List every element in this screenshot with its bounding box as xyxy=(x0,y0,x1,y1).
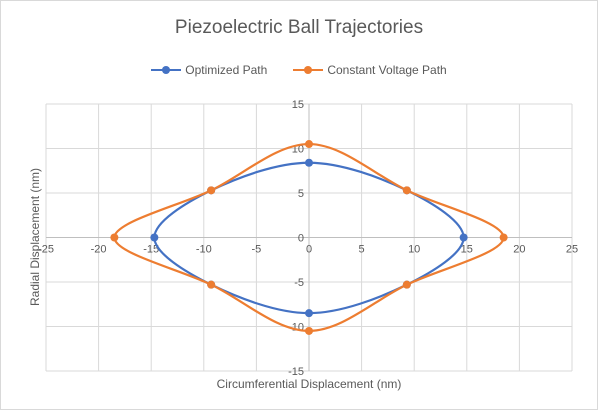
data-point-optimized-path xyxy=(305,309,313,318)
legend-item-optimized: Optimized Path xyxy=(151,63,267,77)
data-point-constant-voltage-path xyxy=(402,186,411,195)
y-tick-label: 0 xyxy=(298,233,304,245)
x-tick-label: -15 xyxy=(143,244,159,256)
x-tick-label: -25 xyxy=(38,244,54,256)
x-tick-label: -20 xyxy=(91,244,107,256)
x-axis-label: Circumferential Displacement (nm) xyxy=(216,377,402,391)
data-point-optimized-path xyxy=(150,233,159,242)
data-point-constant-voltage-path xyxy=(305,326,313,335)
legend-swatch-optimized xyxy=(151,65,182,75)
data-point-constant-voltage-path xyxy=(499,233,508,242)
y-tick-label: -5 xyxy=(294,277,304,289)
x-tick-label: -10 xyxy=(196,244,212,256)
y-tick-label: -15 xyxy=(288,366,304,378)
x-tick-label: -5 xyxy=(252,244,262,256)
x-tick-label: 20 xyxy=(513,244,525,256)
y-tick-label: 5 xyxy=(298,188,304,200)
legend: Optimized Path Constant Voltage Path xyxy=(1,63,597,77)
y-axis-label: Radial Displacement (nm) xyxy=(28,167,42,307)
x-tick-label: 0 xyxy=(306,244,312,256)
x-tick-label: 25 xyxy=(566,244,578,256)
legend-label-constant-voltage: Constant Voltage Path xyxy=(327,63,447,77)
data-point-constant-voltage-path xyxy=(207,186,216,195)
chart-title: Piezoelectric Ball Trajectories xyxy=(174,17,424,38)
data-point-constant-voltage-path xyxy=(110,233,119,242)
data-point-optimized-path xyxy=(459,233,468,242)
data-point-constant-voltage-path xyxy=(305,140,313,149)
x-tick-label: 10 xyxy=(408,244,420,256)
data-point-constant-voltage-path xyxy=(207,280,216,289)
data-point-constant-voltage-path xyxy=(402,280,411,289)
data-point-optimized-path xyxy=(305,158,313,167)
legend-item-constant-voltage: Constant Voltage Path xyxy=(293,63,447,77)
legend-swatch-constant-voltage xyxy=(293,65,324,75)
x-tick-label: 5 xyxy=(359,244,365,256)
legend-label-optimized: Optimized Path xyxy=(185,63,268,77)
y-tick-label: 15 xyxy=(292,99,304,111)
x-tick-label: 15 xyxy=(461,244,473,256)
